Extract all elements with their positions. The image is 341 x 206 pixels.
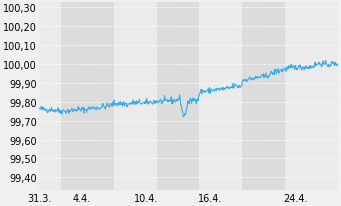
Bar [285, 3, 338, 191]
Bar [199, 3, 242, 191]
Bar [61, 3, 114, 191]
Bar [114, 3, 157, 191]
Bar [242, 3, 285, 191]
Bar [157, 3, 199, 191]
Bar [40, 3, 61, 191]
